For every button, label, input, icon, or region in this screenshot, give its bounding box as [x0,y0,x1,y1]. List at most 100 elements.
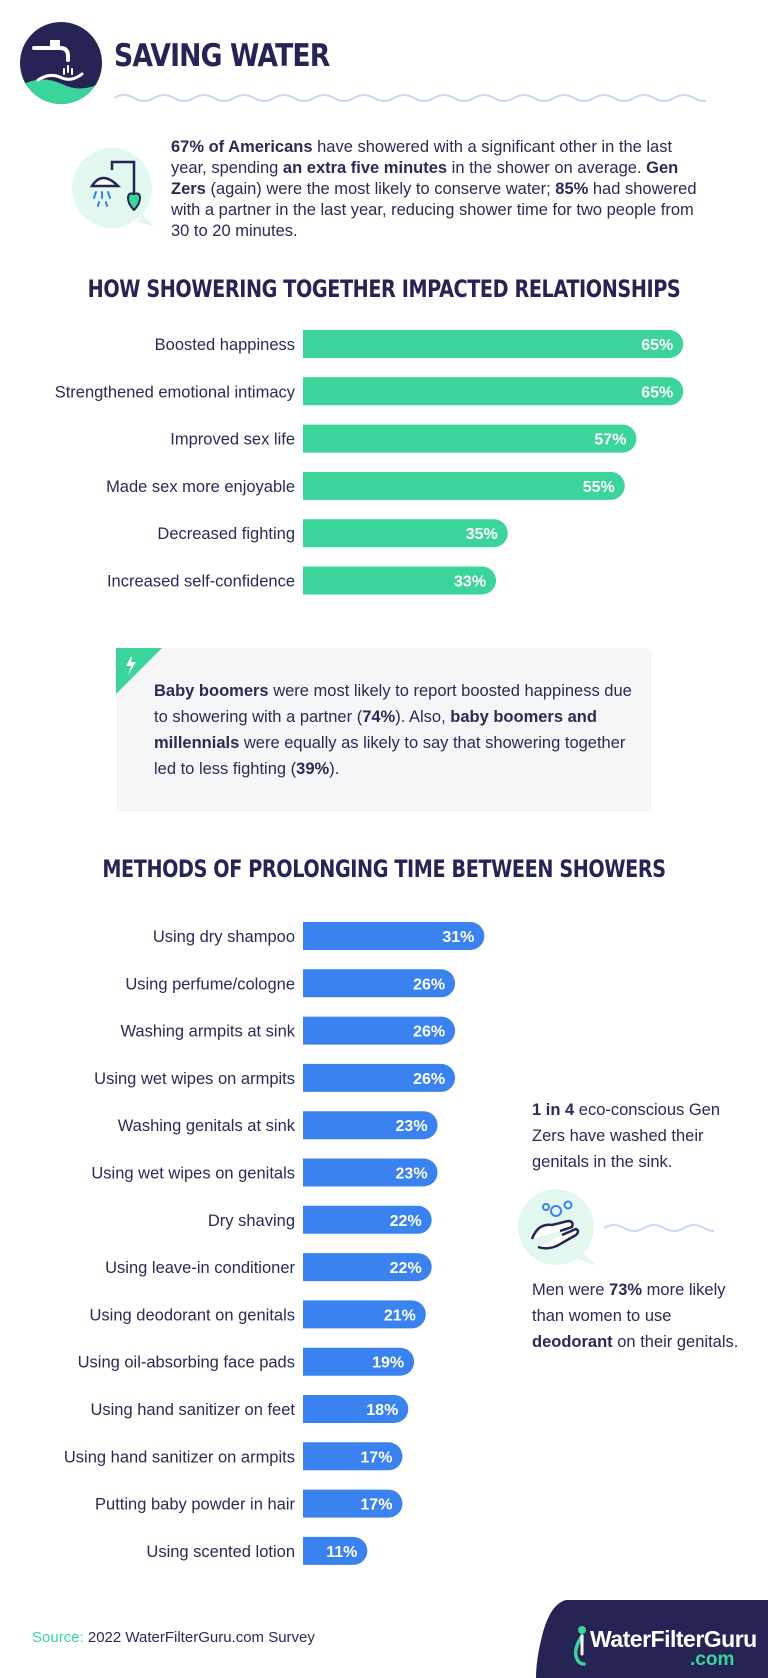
bar-category-label: Using leave-in conditioner [105,1259,295,1277]
text-segment: have showered with a significant other i… [171,138,673,177]
text-segment: an extra five minutes [282,159,448,177]
bar-category-label: Decreased fighting [157,525,295,543]
text-segment: baby boomers and millennials [154,708,597,752]
bar-category-label: Washing genitals at sink [118,1117,296,1135]
lightning-icon [116,648,162,694]
logo-tld[interactable]: .com [690,1649,735,1670]
bar-category-label: Using deodorant on genitals [90,1306,295,1324]
bar [303,424,637,453]
bar [303,1347,415,1376]
text-segment: ). Also, [395,708,451,726]
bar [303,1111,438,1140]
bar [303,969,456,998]
deodorant-note: Men were 73% more likely than women to u… [532,1277,742,1355]
bar [303,1253,432,1282]
bar-category-label: Using hand sanitizer on feet [90,1401,295,1419]
bar-category-label: Using oil-absorbing face pads [78,1354,295,1372]
bar [303,566,497,595]
text-segment: 39% [296,760,330,778]
bar-value-label: 35% [466,526,498,543]
bar-category-label: Made sex more enjoyable [106,478,295,496]
text-segment: more likely than women to use [532,1281,726,1325]
bar [303,1536,368,1565]
bar [303,1489,403,1518]
bar-category-label: Using hand sanitizer on armpits [64,1448,295,1466]
text-segment: (again) were the most likely to conserve… [205,180,556,198]
bar [303,1063,456,1092]
methods-bar-chart: Using dry shampoo 31% Using perfume/cologn… [64,922,485,1565]
source-text: 2022 WaterFilterGuru.com Survey [83,1629,315,1646]
bar-category-label: Washing armpits at sink [120,1023,295,1041]
gen-z-note: 1 in 4 eco-conscious Gen Zers have washe… [532,1097,742,1175]
text-segment: deodorant [532,1333,613,1351]
bar-value-label: 26% [413,1024,445,1041]
bar-value-label: 19% [372,1355,404,1372]
text-segment: 85% [555,180,589,198]
faucet-hands-icon [20,22,102,104]
bar-category-label: Using wet wipes on armpits [94,1070,295,1088]
text-segment: 67% of Americans [171,138,313,156]
bar [303,1205,432,1234]
bar-value-label: 55% [583,479,615,496]
bar-category-label: Dry shaving [208,1212,295,1230]
bar-value-label: 26% [413,1071,445,1088]
callout-box [116,648,652,812]
text-segment: on their genitals. [612,1333,739,1351]
bar-value-label: 21% [384,1307,416,1324]
shower-heart-icon [72,148,154,228]
logo-wordmark[interactable]: WaterFilterGuru [590,1626,757,1652]
page-title: SAVING WATER [114,38,330,74]
bar-category-label: Using wet wipes on genitals [91,1165,295,1183]
source-note: Source: 2022 WaterFilterGuru.com Survey [32,1629,315,1646]
wave-divider [114,94,706,102]
bar [303,519,508,548]
text-segment: 74% [362,708,396,726]
bar [303,1442,403,1471]
hand-washing-icon [518,1189,596,1265]
callout-text: Baby boomers were most likely to report … [154,678,634,782]
bar [303,471,625,500]
text-segment: were equally as likely to say that showe… [154,734,626,778]
bar-value-label: 65% [641,337,673,354]
bar-category-label: Increased self-confidence [107,573,295,591]
bar-value-label: 31% [442,929,474,946]
methods-chart-title: METHODS OF PROLONGING TIME BETWEEN SHOWE… [102,855,666,883]
bar-category-label: Improved sex life [170,431,295,449]
bar-value-label: 23% [396,1118,428,1135]
text-segment: eco-conscious Gen Zers have washed their… [532,1101,721,1171]
text-segment: had showered with a partner in the last … [171,180,697,240]
bar-value-label: 65% [641,384,673,401]
wave-divider [604,1224,714,1232]
bar-value-label: 22% [390,1213,422,1230]
text-segment: Men were [532,1281,610,1299]
bar-value-label: 17% [360,1449,392,1466]
bar [303,1395,409,1423]
bar-value-label: 23% [396,1166,428,1183]
bar [303,377,684,406]
source-label: Source: [32,1629,84,1646]
text-segment: 73% [609,1281,643,1299]
text-segment: ). [329,760,340,778]
water-drop-person-icon [573,1626,586,1666]
relationships-bar-chart: Boosted happiness 65% Strengthened emotion… [55,330,684,595]
bar-category-label: Boosted happiness [155,336,295,354]
bar-value-label: 26% [413,976,445,993]
bar-category-label: Putting baby powder in hair [95,1496,295,1514]
bar-value-label: 33% [454,574,486,591]
text-segment: Gen Zers [171,159,679,198]
bar [303,1016,456,1045]
bar-value-label: 57% [594,432,626,449]
text-segment: 1 in 4 [532,1101,575,1119]
bar-category-label: Using perfume/cologne [125,975,295,993]
bar-category-label: Using scented lotion [146,1543,295,1561]
text-segment: were most likely to report boosted happi… [154,682,632,726]
intro-paragraph: 67% of Americans have showered with a si… [171,137,711,242]
relationships-chart-title: HOW SHOWERING TOGETHER IMPACTED RELATION… [87,275,681,303]
bar [303,1158,438,1187]
bar-value-label: 11% [326,1544,357,1561]
bar-value-label: 22% [390,1260,422,1277]
bar-value-label: 17% [360,1497,392,1514]
bar [303,1300,426,1329]
bar-value-label: 18% [366,1402,398,1419]
bar [303,330,684,358]
